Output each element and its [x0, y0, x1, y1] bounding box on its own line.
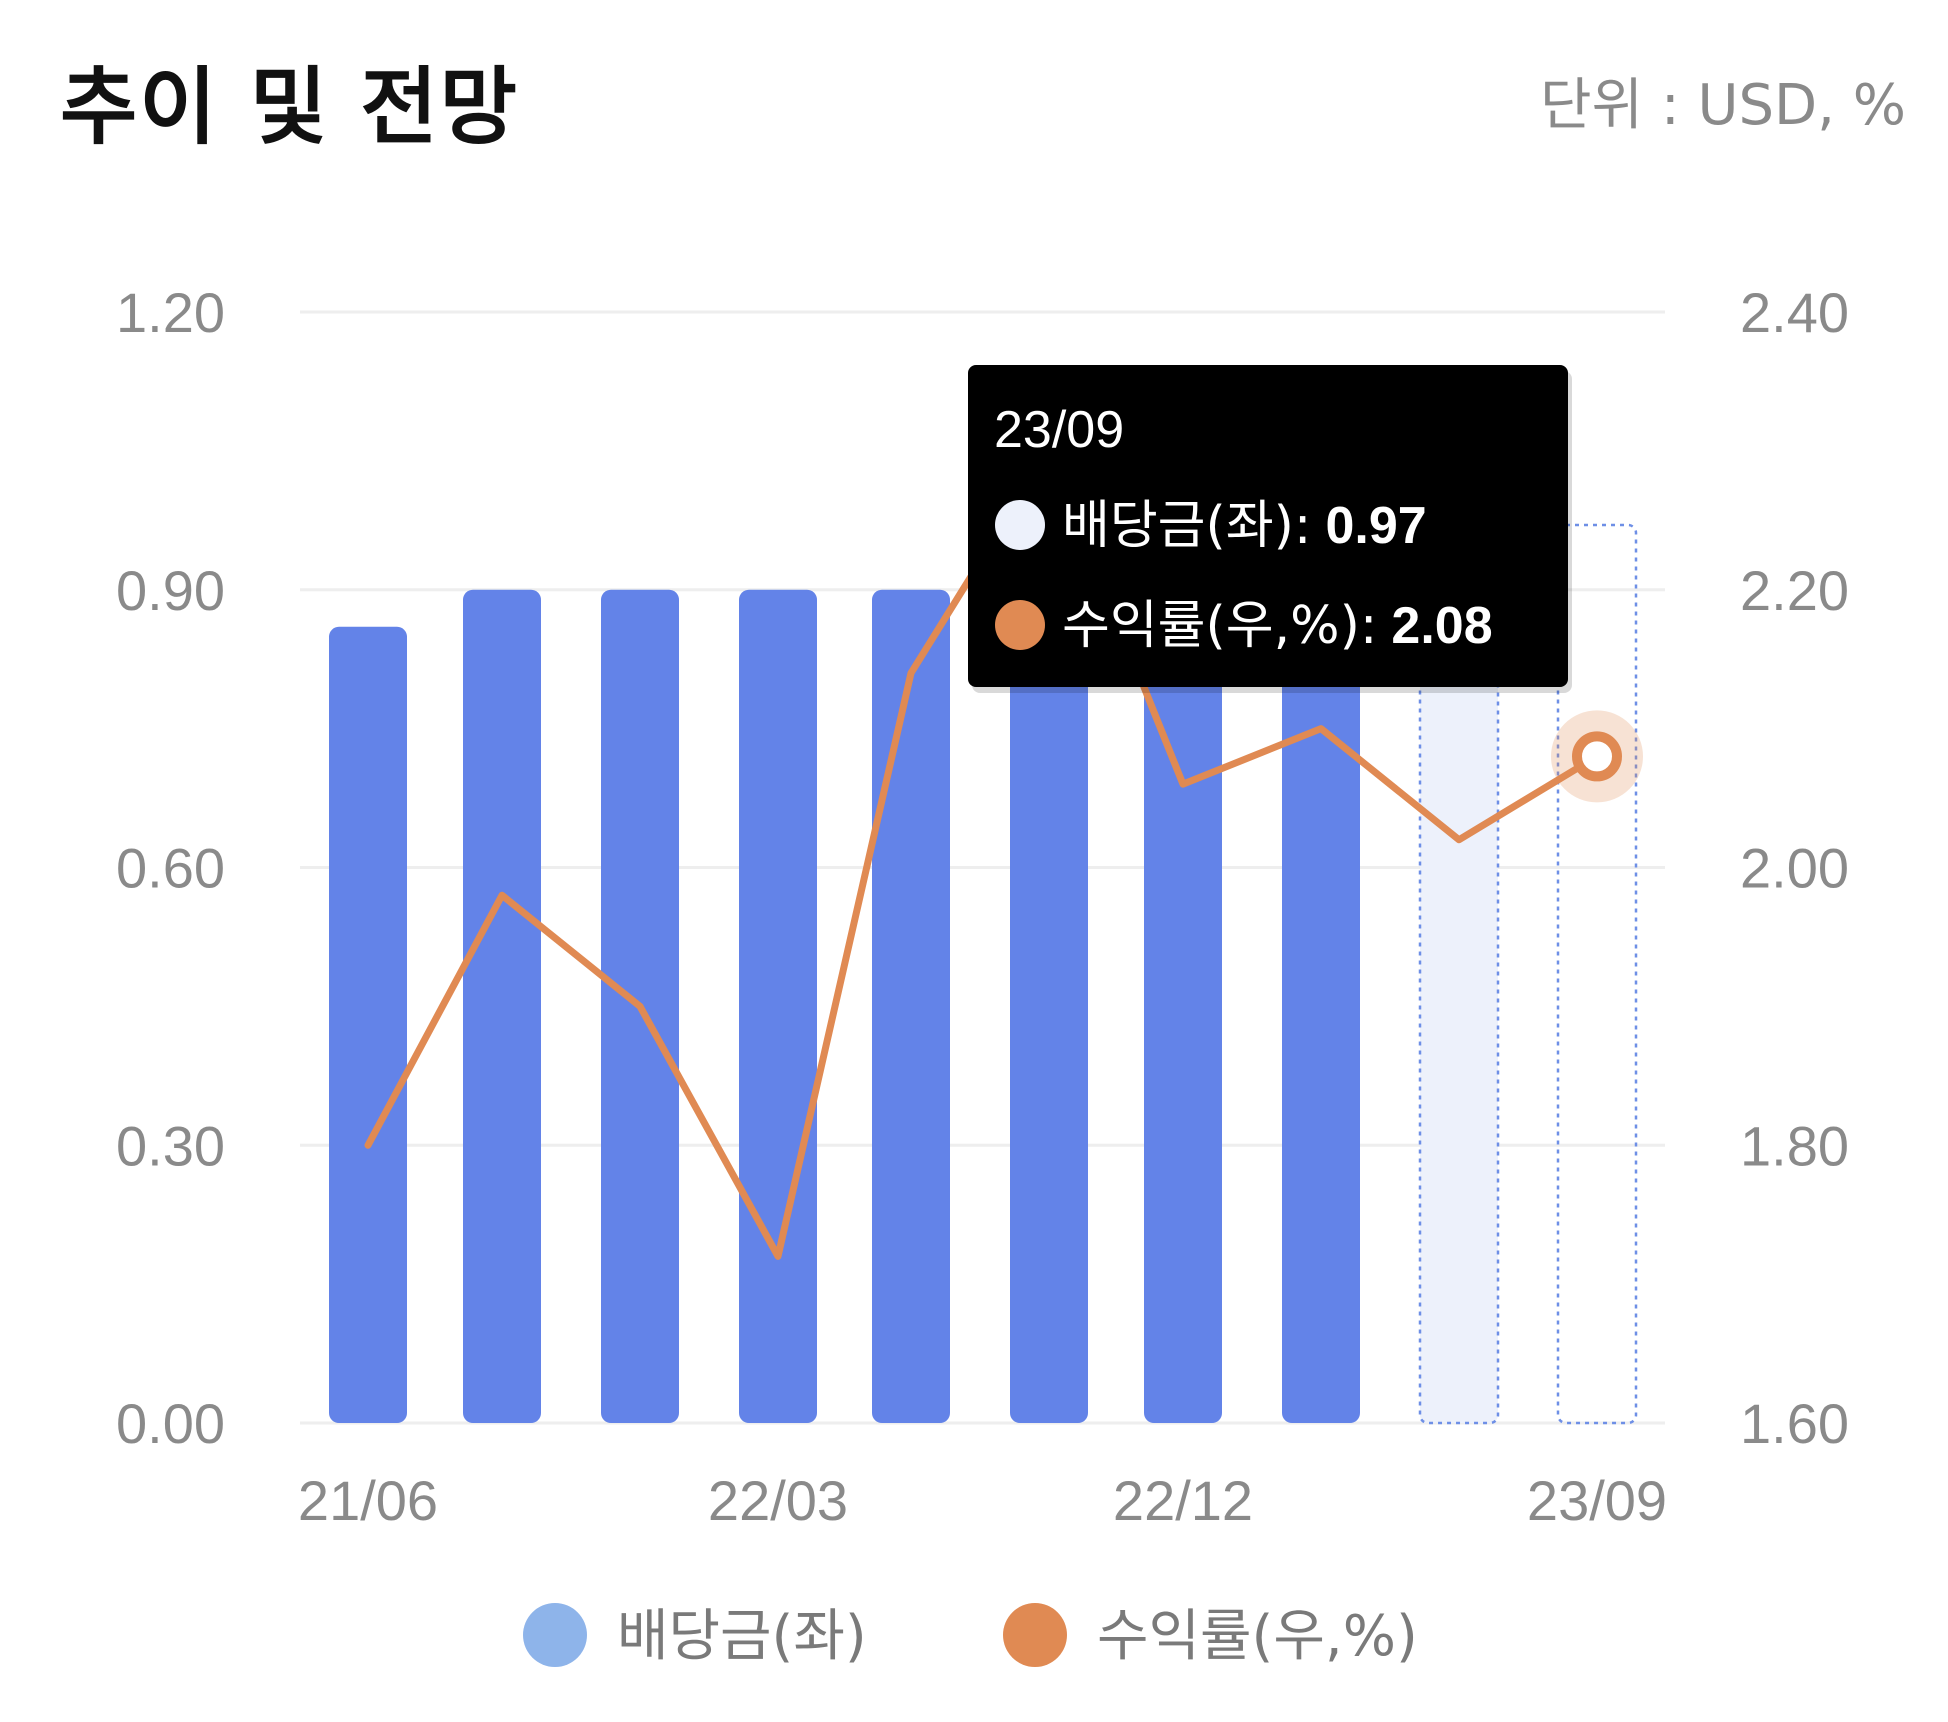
y-right-tick-label: 2.40: [1740, 281, 1849, 344]
bar: [329, 626, 407, 1423]
y-left-tick-label: 0.60: [116, 837, 225, 900]
tooltip-title: 23/09: [994, 401, 1124, 459]
bar: [1282, 589, 1360, 1423]
tooltip-value: 0.97: [1325, 497, 1426, 555]
y-right-tick-label: 2.00: [1740, 837, 1849, 900]
y-right-tick-label: 1.60: [1740, 1392, 1849, 1455]
tooltip-box: [968, 365, 1568, 687]
x-tick-label: 22/03: [708, 1469, 848, 1532]
legend-marker: [1003, 1603, 1067, 1667]
unit-label: 단위 : USD, %: [1540, 73, 1906, 138]
bar: [739, 589, 817, 1423]
x-tick-label: 22/12: [1113, 1469, 1253, 1532]
line-point-active: [1572, 731, 1622, 782]
x-tick-label: 21/06: [298, 1469, 438, 1532]
y-left-tick-label: 0.30: [116, 1114, 225, 1177]
x-tick-label: 23/09: [1527, 1469, 1667, 1532]
bar: [1010, 589, 1088, 1423]
legend-label: 수익률(우,%): [1097, 1604, 1418, 1669]
y-left-tick-label: 0.00: [116, 1392, 225, 1455]
tooltip-label: 수익률(우,%):: [1062, 596, 1377, 656]
tooltip-value: 2.08: [1391, 597, 1492, 655]
chart-title: 추이 및 전망: [60, 58, 519, 156]
tooltip-dot: [995, 500, 1045, 550]
tooltip-label: 배당금(좌):: [1062, 496, 1311, 556]
y-left-tick-label: 0.90: [116, 559, 225, 622]
bar: [463, 589, 541, 1423]
y-left-tick-label: 1.20: [116, 281, 225, 344]
forecast-slot: [1556, 523, 1638, 1425]
y-right-tick-label: 2.20: [1740, 559, 1849, 622]
bar: [872, 589, 950, 1423]
legend-marker: [523, 1603, 587, 1667]
bar: [1144, 589, 1222, 1423]
tooltip-dot: [995, 600, 1045, 650]
y-right-tick-label: 1.80: [1740, 1114, 1849, 1177]
legend-label: 배당금(좌): [617, 1604, 867, 1669]
